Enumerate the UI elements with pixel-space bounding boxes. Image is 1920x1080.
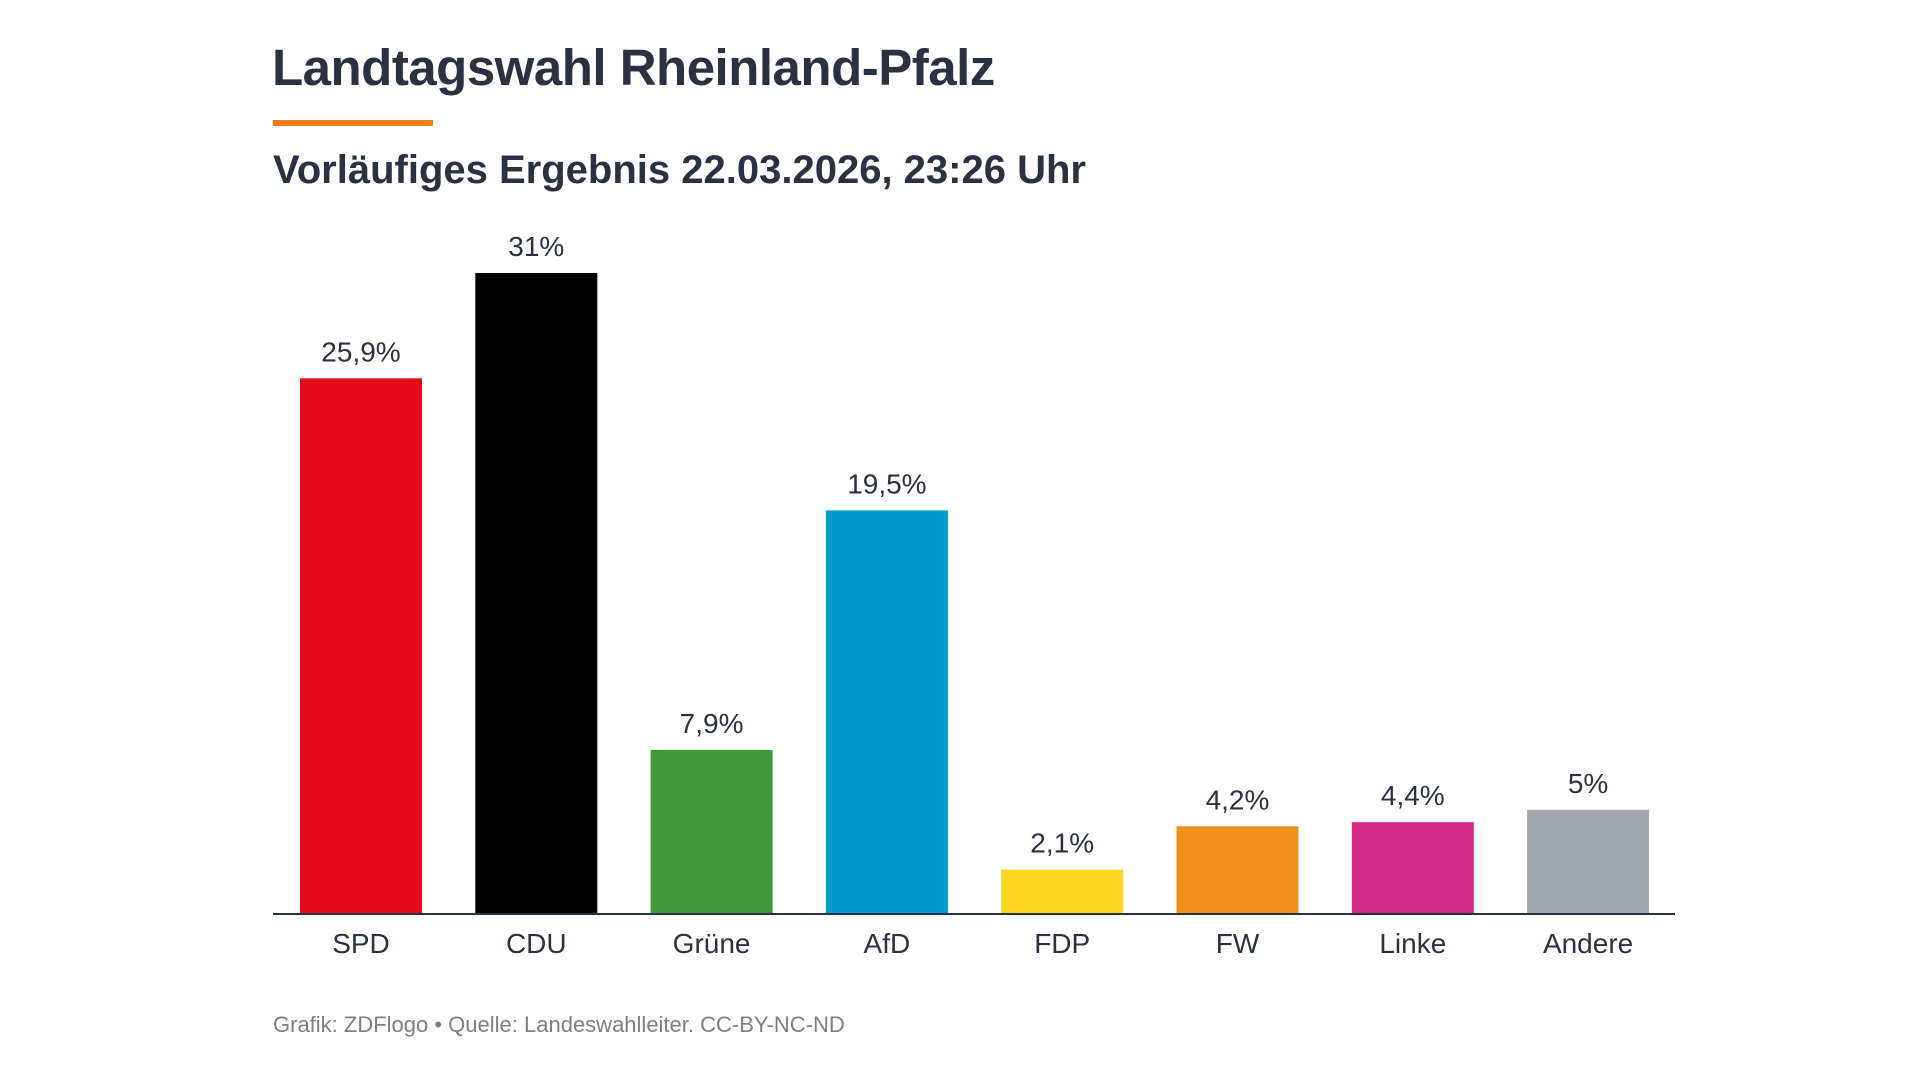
title-accent-bar xyxy=(273,120,433,126)
value-label: 31% xyxy=(508,231,564,262)
category-label: FDP xyxy=(1034,928,1090,959)
category-label: FW xyxy=(1216,928,1260,959)
bar-fdp xyxy=(1001,869,1124,913)
category-label: CDU xyxy=(506,928,567,959)
value-label: 4,2% xyxy=(1206,784,1270,815)
value-label: 19,5% xyxy=(847,468,926,499)
category-label: Andere xyxy=(1543,928,1633,959)
bar-fw xyxy=(1176,826,1299,913)
value-label: 2,1% xyxy=(1030,828,1094,859)
bar-linke xyxy=(1351,822,1474,913)
bar-spd xyxy=(300,378,422,914)
value-label: 5% xyxy=(1568,768,1608,799)
value-label: 4,4% xyxy=(1381,780,1445,811)
bar-andere xyxy=(1527,809,1650,913)
chart-title: Landtagswahl Rheinland-Pfalz xyxy=(272,39,995,96)
bar-cdu xyxy=(475,273,598,913)
bar-grüne xyxy=(650,749,773,913)
category-label: Linke xyxy=(1379,928,1446,959)
category-label: AfD xyxy=(864,928,911,959)
chart-subtitle: Vorläufiges Ergebnis 22.03.2026, 23:26 U… xyxy=(273,148,1086,192)
bar-afd xyxy=(825,510,948,913)
category-label: Grüne xyxy=(673,928,751,959)
source-footer: Grafik: ZDFlogo • Quelle: Landeswahlleit… xyxy=(273,1012,845,1037)
bar-chart: 25,9% SPD 31% CDU 7,9% Grüne 19,5% AfD 2,1% FDP 4,… xyxy=(273,231,1675,959)
category-label: SPD xyxy=(332,928,390,959)
value-label: 7,9% xyxy=(680,708,744,739)
value-label: 25,9% xyxy=(321,336,400,367)
